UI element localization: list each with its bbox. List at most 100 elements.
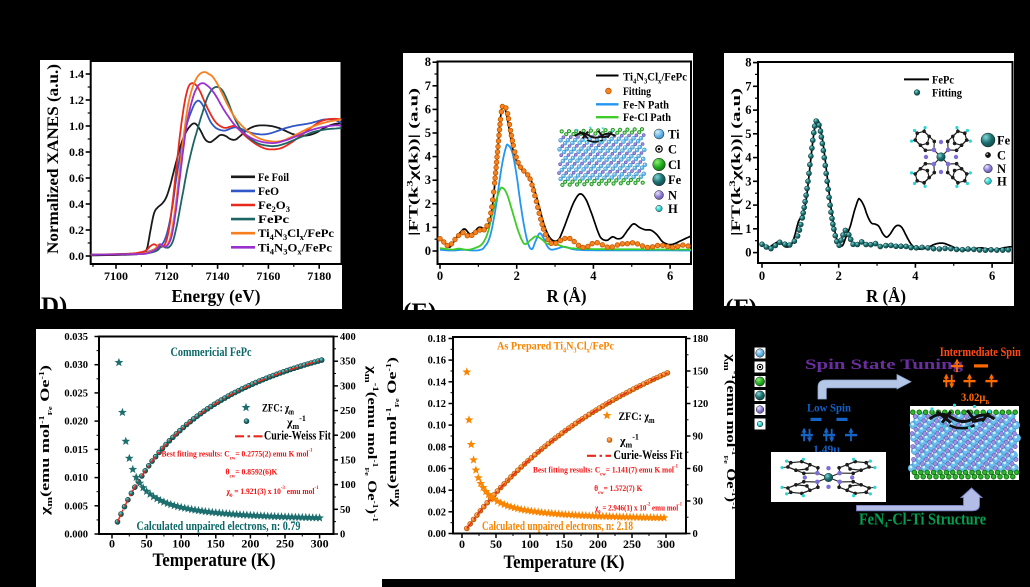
svg-text:4: 4 <box>425 150 432 164</box>
svg-text:50: 50 <box>340 505 351 516</box>
svg-text:4: 4 <box>590 269 597 283</box>
svg-text:As Prepared Ti4​N3​Clx​/FePc: As Prepared Ti4​N3​Clx​/FePc <box>497 339 615 355</box>
svg-text:χ0​ = 2.946(1) x 10-2​ emu mol: χ0​ = 2.946(1) x 10-2​ emu mol-1​ <box>594 502 682 516</box>
svg-text:Temperature (K): Temperature (K) <box>504 553 625 573</box>
svg-text:250: 250 <box>276 537 294 551</box>
svg-text:χm​-1​(emu mol-1​Fe​ Oe-1​)-1​: χm​-1​(emu mol-1​Fe​ Oe-1​)-1​ <box>722 353 739 511</box>
svg-text:200: 200 <box>340 431 356 442</box>
svg-text:5: 5 <box>745 127 751 141</box>
svg-text:0: 0 <box>759 269 765 283</box>
svg-text:C: C <box>668 143 677 157</box>
svg-text:0.0: 0.0 <box>69 249 84 263</box>
svg-text:4: 4 <box>745 151 752 165</box>
svg-text:90: 90 <box>693 432 704 443</box>
svg-text:100: 100 <box>521 537 539 551</box>
svg-text:ZFC: χm​: ZFC: χm​ <box>619 409 655 425</box>
svg-text:χ0​ = 1.921(3) x 10-3​ emu mol: χ0​ = 1.921(3) x 10-3​ emu mol-1​ <box>226 485 319 499</box>
svg-text:0: 0 <box>340 530 345 541</box>
svg-text:150: 150 <box>693 367 709 378</box>
svg-text:3: 3 <box>425 173 431 187</box>
svg-text:Ti4​N3​Clx​/FePc: Ti4​N3​Clx​/FePc <box>258 226 335 242</box>
svg-text:0: 0 <box>745 246 751 260</box>
svg-text:θcw​= 1.572(7) K: θcw​= 1.572(7) K <box>594 483 642 496</box>
svg-text:7180: 7180 <box>307 269 331 283</box>
svg-text:0.8: 0.8 <box>69 145 84 159</box>
svg-text:|FT(k3​χ(k))| (a.u): |FT(k3​χ(k))| (a.u) <box>406 88 421 236</box>
svg-text:θcw​= 0.8592(6)K: θcw​= 0.8592(6)K <box>226 467 278 480</box>
svg-text:Ti4​N3​Clx​/FePc: Ti4​N3​Clx​/FePc <box>623 72 687 86</box>
svg-text:Intermediate Spin: Intermediate Spin <box>940 345 1021 359</box>
svg-text:FeO: FeO <box>258 184 279 198</box>
svg-text:N: N <box>668 189 677 203</box>
svg-text:150: 150 <box>207 537 225 551</box>
svg-text:30: 30 <box>693 497 704 508</box>
svg-text:2: 2 <box>745 198 751 212</box>
svg-text:Best fitting results: Ccw​= 0.: Best fitting results: Ccw​= 0.2775(2) em… <box>162 448 313 462</box>
svg-text:Best fitting results: Ccw​= 1.: Best fitting results: Ccw​= 1.141(7) emu… <box>533 464 678 478</box>
svg-text:100: 100 <box>340 480 356 491</box>
svg-text:FePc: FePc <box>258 212 290 226</box>
svg-text:0.020: 0.020 <box>64 417 88 428</box>
svg-text:χm​(emu mol-1​Fe​ Oe-1​): χm​(emu mol-1​Fe​ Oe-1​) <box>38 365 54 516</box>
svg-text:Low Spin: Low Spin <box>807 403 852 415</box>
svg-text:0.000: 0.000 <box>64 530 88 541</box>
svg-text:7140: 7140 <box>206 269 230 283</box>
svg-text:χm​-1​(emu mol-1​Fe​ Oe-1​)-1​: χm​-1​(emu mol-1​Fe​ Oe-1​)-1​ <box>363 365 380 523</box>
svg-text:(E): (E) <box>403 299 436 326</box>
svg-text:350: 350 <box>340 357 356 368</box>
svg-text:FePc: FePc <box>932 74 954 86</box>
svg-text:0.18: 0.18 <box>428 334 446 345</box>
svg-text:200: 200 <box>589 537 607 551</box>
svg-text:7: 7 <box>425 79 431 93</box>
svg-text:0.10: 0.10 <box>428 421 446 432</box>
svg-text:1.0: 1.0 <box>69 119 84 133</box>
svg-text:0.00: 0.00 <box>428 529 446 540</box>
svg-text:Calculated unpaired electrons,: Calculated unpaired electrons, n: 2.18 <box>482 519 633 533</box>
svg-text:400: 400 <box>340 332 356 343</box>
svg-text:χm​(emu mol-1​Fe​ Oe-1​): χm​(emu mol-1​Fe​ Oe-1​) <box>385 357 401 508</box>
svg-text:5: 5 <box>425 126 431 140</box>
svg-text:R (Å): R (Å) <box>547 286 587 306</box>
svg-text:7120: 7120 <box>155 269 179 283</box>
svg-text:Fe: Fe <box>668 173 682 187</box>
svg-text:6: 6 <box>425 102 431 116</box>
svg-text:300: 300 <box>340 381 356 392</box>
svg-text:0.16: 0.16 <box>428 356 446 367</box>
svg-text:Ti: Ti <box>668 128 680 142</box>
svg-text:0.4: 0.4 <box>69 197 84 211</box>
svg-text:7160: 7160 <box>256 269 280 283</box>
svg-text:2: 2 <box>425 197 431 211</box>
svg-text:300: 300 <box>311 537 329 551</box>
svg-text:0.035: 0.035 <box>64 332 88 343</box>
svg-text:0.015: 0.015 <box>64 445 88 456</box>
svg-text:8: 8 <box>425 55 431 69</box>
svg-text:Fitting: Fitting <box>932 88 962 100</box>
svg-text:0.12: 0.12 <box>428 399 446 410</box>
svg-text:Ti4​N3​Ox​/FePc: Ti4​N3​Ox​/FePc <box>258 240 333 256</box>
svg-text:0.005: 0.005 <box>64 501 88 512</box>
svg-text:Cl: Cl <box>668 158 681 172</box>
svg-text:6: 6 <box>745 103 751 117</box>
svg-text:0.6: 0.6 <box>69 171 84 185</box>
svg-text:H: H <box>997 175 1007 189</box>
svg-text:Fe-N Path: Fe-N Path <box>623 99 670 111</box>
svg-text:R (Å): R (Å) <box>866 286 906 306</box>
svg-text:2: 2 <box>836 269 842 283</box>
svg-text:60: 60 <box>693 464 704 475</box>
svg-text:250: 250 <box>340 406 356 417</box>
svg-text:100: 100 <box>172 537 190 551</box>
svg-text:120: 120 <box>693 399 709 410</box>
svg-text:N: N <box>997 162 1006 176</box>
svg-text:0.14: 0.14 <box>428 377 447 388</box>
svg-text:0.08: 0.08 <box>428 442 446 453</box>
svg-text:50: 50 <box>141 537 153 551</box>
svg-text:0.010: 0.010 <box>64 473 88 484</box>
svg-text:Fe-Cl Path: Fe-Cl Path <box>623 112 672 124</box>
svg-text:|FT(k3​χ(k))| (a.u): |FT(k3​χ(k))| (a.u) <box>728 88 743 236</box>
svg-text:0.030: 0.030 <box>64 360 88 371</box>
svg-text:8: 8 <box>745 56 751 70</box>
svg-text:50: 50 <box>490 537 502 551</box>
svg-text:1: 1 <box>425 220 431 234</box>
svg-text:6: 6 <box>989 269 995 283</box>
svg-text:0: 0 <box>459 537 465 551</box>
